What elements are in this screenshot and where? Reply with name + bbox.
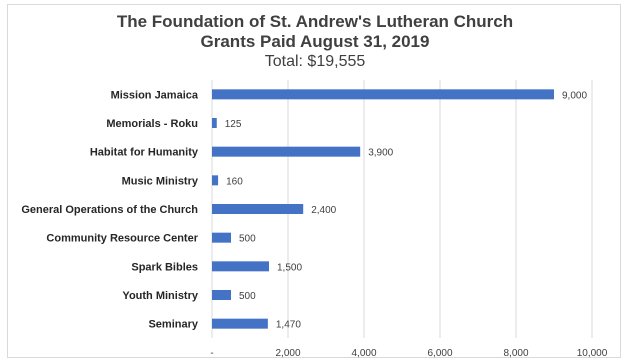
category-label: Memorials - Roku bbox=[106, 118, 198, 130]
data-label: 1,470 bbox=[276, 320, 301, 331]
bar bbox=[212, 318, 268, 329]
bar bbox=[212, 204, 304, 214]
bar bbox=[212, 118, 217, 128]
category-label: Habitat for Humanity bbox=[90, 147, 199, 159]
data-label: 125 bbox=[225, 119, 242, 130]
bars bbox=[212, 89, 554, 329]
category-label: Youth Ministry bbox=[122, 290, 198, 302]
data-label: 3,900 bbox=[368, 148, 393, 159]
x-tick-label: 10,000 bbox=[577, 348, 608, 359]
x-tick-label: - bbox=[210, 348, 213, 359]
bar bbox=[212, 146, 361, 157]
data-label: 9,000 bbox=[562, 90, 587, 101]
data-label: 2,400 bbox=[311, 205, 336, 216]
category-label: Spark Bibles bbox=[131, 261, 198, 273]
data-label: 500 bbox=[239, 234, 256, 245]
data-label: 1,500 bbox=[277, 262, 302, 273]
x-tick-label: 4,000 bbox=[351, 348, 376, 359]
category-label: Mission Jamaica bbox=[111, 89, 199, 101]
chart-frame bbox=[7, 4, 621, 358]
category-label: General Operations of the Church bbox=[21, 204, 198, 216]
x-axis-ticks: - 2,000 4,000 6,000 8,000 10,000 bbox=[210, 348, 607, 359]
chart-title: The Foundation of St. Andrew's Lutheran … bbox=[116, 12, 514, 31]
bar bbox=[212, 290, 231, 300]
data-label: 160 bbox=[226, 176, 243, 187]
category-label: Music Ministry bbox=[122, 175, 199, 187]
category-label: Seminary bbox=[148, 319, 198, 331]
bar bbox=[212, 232, 231, 243]
category-labels: Mission Jamaica Memorials - Roku Habitat f… bbox=[21, 89, 199, 330]
data-label: 500 bbox=[239, 291, 256, 302]
chart-titles: The Foundation of St. Andrew's Lutheran … bbox=[0, 12, 630, 72]
chart-subtitle: Grants Paid August 31, 2019 bbox=[200, 32, 430, 51]
bar bbox=[212, 89, 554, 100]
bar bbox=[212, 175, 219, 186]
x-tick-label: 6,000 bbox=[427, 348, 452, 359]
chart-total: Total: $19,555 bbox=[264, 53, 366, 70]
bar bbox=[212, 261, 269, 272]
value-labels: 9,000 125 3,900 160 2,400 500 1,500 500 1,470 bbox=[225, 90, 588, 330]
x-tick-label: 8,000 bbox=[503, 348, 528, 359]
category-label: Community Resource Center bbox=[46, 233, 198, 245]
x-tick-label: 2,000 bbox=[275, 348, 300, 359]
